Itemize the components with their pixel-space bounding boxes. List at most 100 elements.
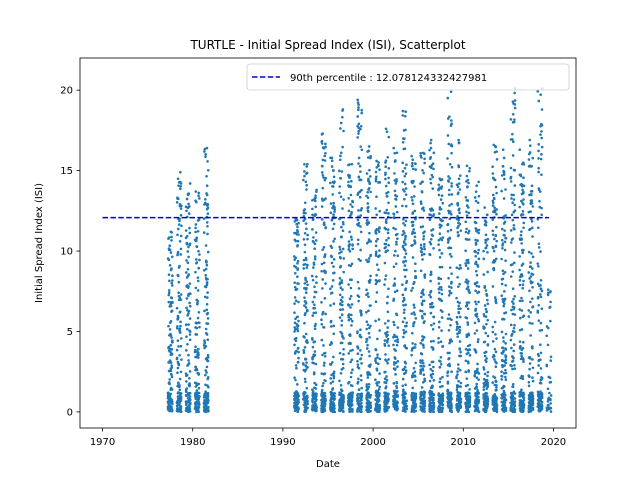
scatter-point xyxy=(455,315,459,319)
scatter-point xyxy=(540,136,543,140)
scatter-point xyxy=(476,367,479,371)
scatter-point xyxy=(360,313,363,317)
scatter-point xyxy=(485,244,489,247)
scatter-point xyxy=(385,221,388,225)
scatter-point xyxy=(332,222,336,226)
scatter-point xyxy=(167,273,171,276)
scatter-point xyxy=(450,403,453,407)
scatter-point xyxy=(493,409,497,412)
scatter-point xyxy=(196,279,200,283)
scatter-point xyxy=(403,114,407,118)
scatter-point xyxy=(384,161,387,164)
scatter-point xyxy=(367,404,371,407)
scatter-point xyxy=(450,280,453,284)
scatter-point xyxy=(440,194,444,197)
scatter-point xyxy=(374,177,378,181)
scatter-point xyxy=(485,379,489,382)
scatter-point xyxy=(477,372,481,375)
scatter-point xyxy=(368,354,371,358)
scatter-point xyxy=(206,250,210,254)
scatter-point xyxy=(167,247,171,250)
scatter-point xyxy=(422,299,426,303)
scatter-point xyxy=(402,229,405,233)
scatter-point xyxy=(421,335,424,338)
scatter-point xyxy=(194,395,198,399)
scatter-point xyxy=(384,385,388,388)
scatter-point xyxy=(340,324,343,327)
scatter-point xyxy=(347,397,351,400)
scatter-point xyxy=(293,302,296,305)
scatter-point xyxy=(198,325,201,329)
scatter-point xyxy=(296,399,300,403)
scatter-point xyxy=(206,322,210,325)
scatter-point xyxy=(509,275,513,278)
scatter-point xyxy=(513,364,516,367)
scatter-point xyxy=(169,369,173,372)
scatter-point xyxy=(529,281,533,285)
scatter-point xyxy=(486,302,490,306)
scatter-point xyxy=(502,340,505,343)
scatter-point xyxy=(374,403,378,406)
scatter-point xyxy=(322,325,325,329)
scatter-point xyxy=(311,355,315,359)
scatter-point xyxy=(447,328,451,332)
scatter-point xyxy=(429,295,433,299)
scatter-point xyxy=(358,190,361,194)
scatter-point xyxy=(394,339,397,343)
scatter-point xyxy=(170,336,173,339)
scatter-point xyxy=(492,268,496,272)
scatter-point xyxy=(368,336,371,339)
scatter-point xyxy=(359,310,363,314)
scatter-point xyxy=(522,226,525,230)
scatter-point xyxy=(331,185,334,188)
scatter-point xyxy=(500,370,503,374)
scatter-point xyxy=(540,378,543,381)
scatter-point xyxy=(512,326,516,330)
scatter-point xyxy=(491,176,495,180)
scatter-point xyxy=(549,355,553,359)
x-tick-label-2020: 2020 xyxy=(541,437,566,448)
scatter-point xyxy=(456,332,459,335)
scatter-point xyxy=(311,228,314,231)
scatter-point xyxy=(502,304,505,308)
scatter-point xyxy=(457,138,460,142)
scatter-point xyxy=(297,350,300,354)
scatter-point xyxy=(549,402,552,405)
scatter-point xyxy=(491,285,495,288)
scatter-point xyxy=(303,313,307,317)
scatter-point xyxy=(483,393,487,397)
scatter-point xyxy=(411,202,415,206)
scatter-point xyxy=(204,267,208,271)
scatter-point xyxy=(419,372,422,375)
scatter-point xyxy=(429,311,433,315)
scatter-point xyxy=(477,248,480,252)
scatter-point xyxy=(429,146,433,150)
scatter-point xyxy=(431,369,434,373)
scatter-point xyxy=(431,234,434,237)
scatter-point xyxy=(295,222,298,226)
scatter-point xyxy=(167,346,170,350)
scatter-point xyxy=(349,294,353,298)
scatter-point xyxy=(413,370,417,374)
scatter-point xyxy=(405,268,408,272)
scatter-point xyxy=(437,291,441,294)
scatter-point xyxy=(403,372,406,376)
scatter-point xyxy=(178,353,181,357)
scatter-point xyxy=(509,396,513,400)
scatter-point xyxy=(385,402,389,405)
scatter-point xyxy=(359,170,362,173)
scatter-point xyxy=(340,279,344,282)
scatter-point xyxy=(323,270,326,273)
scatter-point xyxy=(429,270,433,274)
scatter-point xyxy=(176,371,179,374)
scatter-point xyxy=(342,222,345,226)
scatter-point xyxy=(321,248,324,251)
scatter-point xyxy=(383,377,387,380)
scatter-point xyxy=(179,213,183,217)
scatter-point xyxy=(446,404,450,408)
scatter-point xyxy=(495,191,498,195)
scatter-point xyxy=(405,279,409,283)
scatter-point xyxy=(457,191,460,194)
scatter-point xyxy=(474,269,478,273)
scatter-point xyxy=(304,276,307,280)
